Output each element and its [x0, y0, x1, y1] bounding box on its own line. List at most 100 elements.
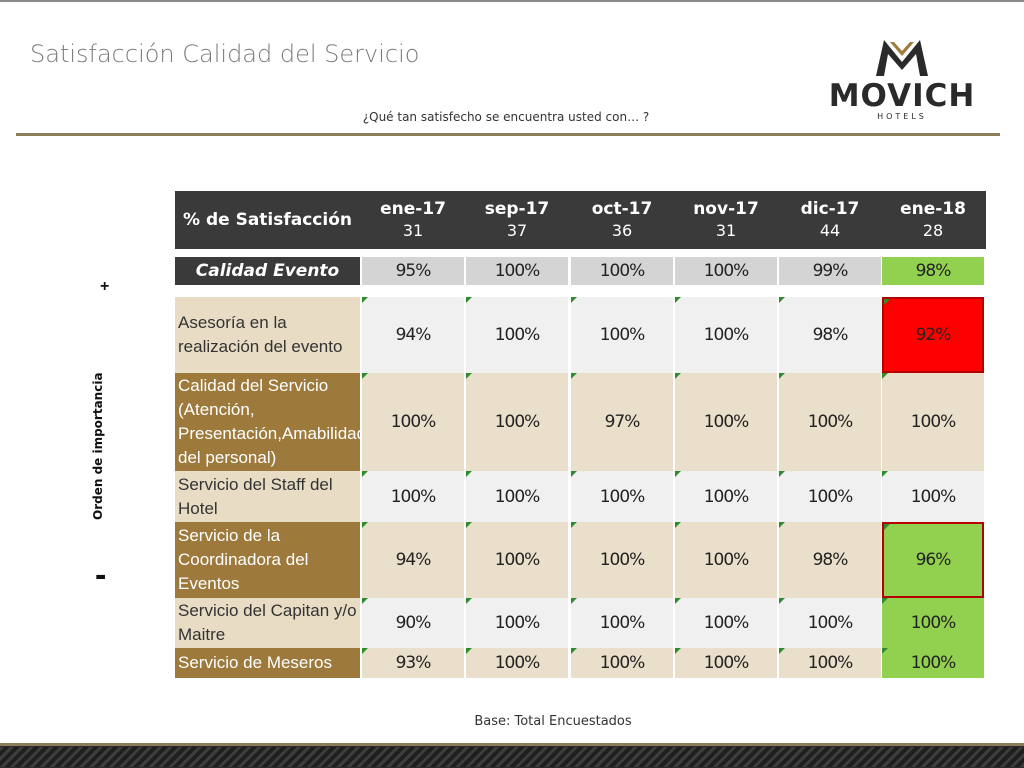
cell-marker-icon — [779, 471, 785, 477]
cell-marker-icon — [362, 648, 368, 654]
cell-marker-icon — [882, 471, 888, 477]
row-value-text: 100% — [599, 653, 646, 673]
row-value-text: 100% — [390, 486, 437, 507]
row-value-text: 100% — [703, 486, 750, 507]
row-value: 100% — [466, 297, 568, 373]
logo-wordmark: MOVICH — [828, 78, 976, 114]
cell-marker-icon — [362, 373, 368, 379]
row-value: 100% — [779, 648, 881, 678]
row-value-text: 100% — [703, 653, 750, 673]
row-value: 100% — [675, 648, 777, 678]
row-value: 100% — [362, 471, 464, 522]
column-header: dic-17 44 — [777, 191, 883, 249]
column-header: sep-17 37 — [464, 191, 570, 249]
cell-marker-icon — [675, 648, 681, 654]
row-label: Servicio del Staff del Hotel — [175, 471, 360, 522]
row-value-text: 100% — [494, 412, 541, 432]
calidad-evento-value: 98% — [882, 257, 984, 285]
row-label: Servicio del Capitan y/o Maitre — [175, 598, 360, 648]
cell-marker-icon — [675, 598, 681, 604]
column-month: sep-17 — [484, 199, 550, 219]
cell-marker-icon — [779, 598, 785, 604]
cell-marker-icon — [571, 598, 577, 604]
row-value: 100% — [571, 648, 673, 678]
column-sample-size: 31 — [715, 221, 737, 240]
row-value: 100% — [882, 373, 984, 471]
calidad-evento-value: 95% — [362, 257, 464, 285]
column-month: ene-17 — [380, 199, 446, 219]
importance-minus: - — [95, 556, 107, 594]
cell-marker-icon — [884, 299, 890, 305]
column-month: dic-17 — [800, 199, 860, 219]
row-value-text: 94% — [395, 550, 432, 570]
row-value-text: 100% — [494, 325, 541, 345]
row-value-text: 100% — [599, 325, 646, 345]
column-sample-size: 37 — [506, 221, 528, 240]
cell-marker-icon — [571, 297, 577, 303]
column-sample-size: 44 — [819, 221, 841, 240]
cell-marker-icon — [675, 522, 681, 528]
cell-marker-icon — [466, 297, 472, 303]
row-value: 98% — [779, 297, 881, 373]
row-value-text: 100% — [807, 486, 854, 507]
row-label: Servicio de Meseros — [175, 648, 360, 678]
row-value: 100% — [882, 648, 984, 678]
cell-marker-icon — [466, 522, 472, 528]
row-value: 100% — [571, 598, 673, 648]
row-value: 100% — [571, 297, 673, 373]
row-value: 90% — [362, 598, 464, 648]
column-month: nov-17 — [693, 199, 759, 219]
row-value: 100% — [779, 471, 881, 522]
row-value: 100% — [466, 471, 568, 522]
cell-marker-icon — [571, 471, 577, 477]
row-value-text: 100% — [599, 486, 646, 507]
row-value-text: 98% — [812, 550, 849, 570]
row-value: 98% — [779, 522, 881, 598]
row-value: 100% — [779, 598, 881, 648]
row-value: 100% — [675, 598, 777, 648]
top-border — [0, 0, 1024, 2]
cell-marker-icon — [779, 297, 785, 303]
row-value: 92% — [882, 297, 984, 373]
calidad-evento-value: 100% — [466, 257, 568, 285]
row-value: 94% — [362, 297, 464, 373]
row-value: 100% — [571, 471, 673, 522]
row-label: Calidad del Servicio (Atención, Presenta… — [175, 373, 366, 471]
row-value-text: 100% — [494, 613, 541, 633]
calidad-evento-value: 100% — [675, 257, 777, 285]
footer-band — [0, 743, 1024, 768]
table-header-label: % de Satisfacción — [175, 191, 360, 249]
row-value-text: 100% — [910, 412, 957, 432]
row-value: 100% — [882, 471, 984, 522]
row-value-text: 100% — [807, 653, 854, 673]
page-title: Satisfacción Calidad del Servicio — [30, 40, 420, 68]
row-value: 97% — [571, 373, 673, 471]
row-value: 94% — [362, 522, 464, 598]
row-value-text: 100% — [599, 550, 646, 570]
row-value: 100% — [571, 522, 673, 598]
cell-marker-icon — [362, 471, 368, 477]
column-header: ene-17 31 — [360, 191, 466, 249]
row-value-text: 96% — [915, 550, 952, 570]
cell-marker-icon — [362, 598, 368, 604]
column-month: ene-18 — [900, 199, 966, 219]
row-value: 100% — [675, 373, 777, 471]
cell-marker-icon — [571, 522, 577, 528]
survey-question: ¿Qué tan satisfecho se encuentra usted c… — [362, 110, 650, 124]
logo-mark-icon — [876, 40, 928, 76]
cell-marker-icon — [362, 297, 368, 303]
cell-marker-icon — [466, 373, 472, 379]
row-value-text: 100% — [910, 613, 957, 633]
header-divider — [16, 133, 1000, 136]
column-sample-size: 36 — [611, 221, 633, 240]
row-value: 100% — [362, 373, 464, 471]
row-value: 100% — [779, 373, 881, 471]
row-value-text: 100% — [703, 550, 750, 570]
row-value-text: 92% — [915, 325, 952, 345]
cell-marker-icon — [779, 373, 785, 379]
column-sample-size: 28 — [922, 221, 944, 240]
cell-marker-icon — [882, 373, 888, 379]
column-header: nov-17 31 — [673, 191, 779, 249]
row-value-text: 100% — [390, 412, 437, 432]
cell-marker-icon — [466, 598, 472, 604]
